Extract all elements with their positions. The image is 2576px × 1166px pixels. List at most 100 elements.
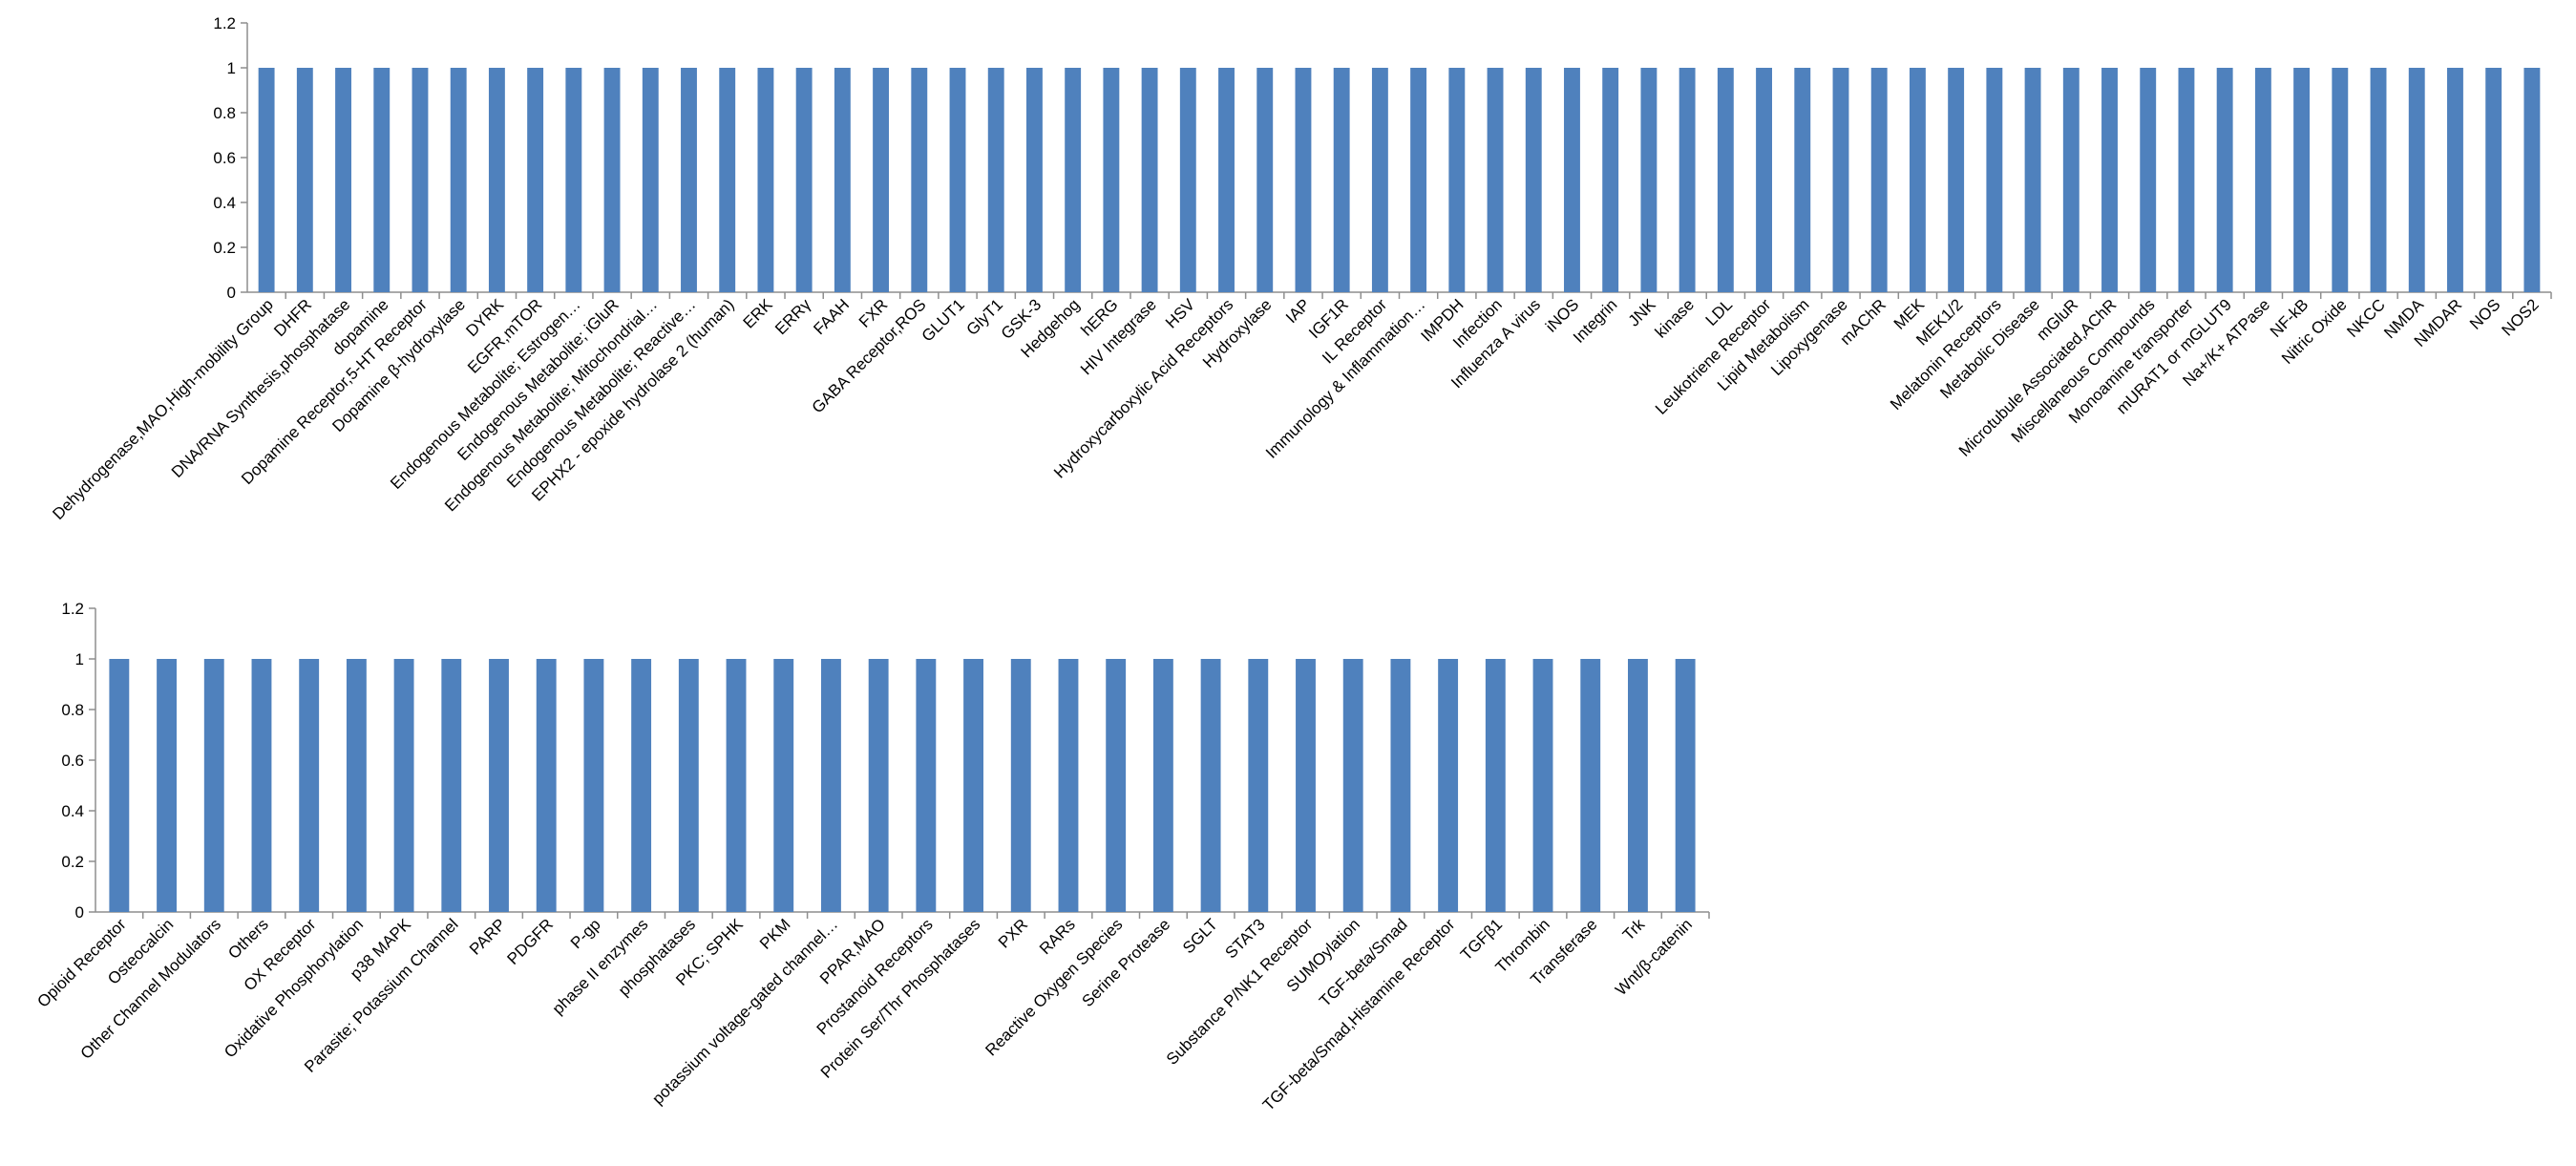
bar xyxy=(1832,68,1849,292)
y-tick-label: 0.2 xyxy=(61,853,84,871)
bar xyxy=(1410,68,1427,292)
bar xyxy=(1438,659,1459,912)
bar xyxy=(2216,68,2233,292)
bar xyxy=(2447,68,2463,292)
bar xyxy=(1218,68,1235,292)
bar xyxy=(2408,68,2425,292)
x-tick-label: PDGFR xyxy=(504,915,558,968)
bar xyxy=(583,659,604,912)
bar xyxy=(916,659,937,912)
bar xyxy=(2062,68,2080,292)
y-tick-label: 1.2 xyxy=(213,14,236,32)
bar xyxy=(1525,68,1542,292)
x-tick-label: NOS2 xyxy=(2499,295,2543,339)
bar xyxy=(642,68,659,292)
bar xyxy=(1485,659,1506,912)
bar xyxy=(489,659,509,912)
bar xyxy=(1628,659,1648,912)
bar xyxy=(536,659,557,912)
bar xyxy=(527,68,544,292)
bar xyxy=(2332,68,2349,292)
x-tick-label: GLUT1 xyxy=(918,295,968,345)
bar xyxy=(393,659,414,912)
bar xyxy=(834,68,851,292)
y-tick-label: 0 xyxy=(75,903,84,922)
bar xyxy=(450,68,467,292)
bar xyxy=(1909,68,1926,292)
bar xyxy=(2140,68,2157,292)
bar xyxy=(1390,659,1411,912)
bar xyxy=(1679,68,1696,292)
x-tick-label: P-gp xyxy=(567,915,604,952)
y-tick-label: 1.2 xyxy=(61,600,84,618)
bar xyxy=(603,68,621,292)
bar xyxy=(2178,68,2195,292)
x-tick-label: FAAH xyxy=(810,295,853,338)
bar xyxy=(1794,68,1811,292)
bar xyxy=(873,68,890,292)
bar xyxy=(2293,68,2311,292)
bar xyxy=(949,68,966,292)
bar xyxy=(795,68,813,292)
bar xyxy=(1948,68,1965,292)
bar xyxy=(1717,68,1734,292)
x-tick-label: STAT3 xyxy=(1222,915,1269,962)
bar xyxy=(1025,68,1043,292)
bar xyxy=(1200,659,1221,912)
bar xyxy=(251,659,272,912)
x-tick-label: kinase xyxy=(1652,295,1698,341)
x-tick-label: SGLT xyxy=(1179,915,1221,957)
x-tick-label: Immunology & Inflammation… xyxy=(1262,295,1428,461)
bar xyxy=(1564,68,1580,292)
bar xyxy=(335,68,351,292)
bar xyxy=(258,68,275,292)
bar xyxy=(2101,68,2118,292)
bar xyxy=(1487,68,1504,292)
y-tick-label: 0.6 xyxy=(61,752,84,770)
bar xyxy=(1986,68,2003,292)
bar xyxy=(987,68,1004,292)
bar xyxy=(488,68,505,292)
bar xyxy=(1256,68,1274,292)
y-tick-label: 0.4 xyxy=(61,802,84,820)
bar xyxy=(1640,68,1658,292)
bar xyxy=(1103,68,1120,292)
bar xyxy=(2523,68,2541,292)
bar xyxy=(1106,659,1127,912)
bar xyxy=(1141,68,1158,292)
x-tick-label: Integrin xyxy=(1570,295,1621,347)
y-tick-label: 1 xyxy=(75,650,84,668)
bar xyxy=(373,68,391,292)
bar-chart-1: 00.20.40.60.811.2Dehydrogenase,MAO,High-… xyxy=(49,14,2552,523)
x-tick-label: NKCC xyxy=(2343,295,2388,340)
bar xyxy=(296,68,313,292)
bar xyxy=(757,68,774,292)
bar xyxy=(868,659,889,912)
bar xyxy=(412,68,429,292)
bar xyxy=(1058,659,1079,912)
bar xyxy=(1248,659,1269,912)
bar xyxy=(1296,659,1316,912)
bar xyxy=(203,659,224,912)
bar xyxy=(1371,68,1388,292)
bar xyxy=(773,659,794,912)
bar xyxy=(299,659,320,912)
bar xyxy=(1675,659,1696,912)
bar xyxy=(565,68,582,292)
x-tick-label: PXR xyxy=(995,915,1031,951)
x-tick-label: Trk xyxy=(1619,915,1649,944)
bar xyxy=(1532,659,1553,912)
x-tick-label: ERK xyxy=(740,295,777,332)
bar xyxy=(1870,68,1888,292)
bar xyxy=(1448,68,1466,292)
y-tick-label: 0.4 xyxy=(213,194,236,212)
bar xyxy=(2485,68,2502,292)
bar xyxy=(1602,68,1619,292)
bar xyxy=(2254,68,2271,292)
y-tick-label: 0.8 xyxy=(213,104,236,122)
bar xyxy=(2370,68,2387,292)
bar xyxy=(821,659,841,912)
bar xyxy=(2024,68,2041,292)
